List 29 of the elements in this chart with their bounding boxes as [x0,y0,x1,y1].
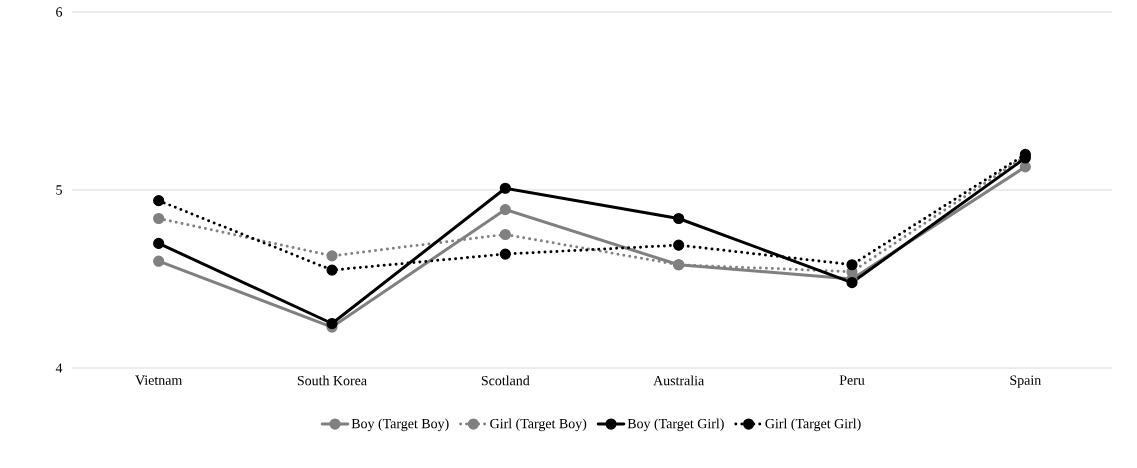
point [846,276,858,289]
legend-label: Girl (Target Boy) [490,418,587,432]
point [326,250,338,262]
point [499,182,511,194]
point [326,264,338,276]
point [673,212,685,225]
point [153,212,165,225]
x-tick-label: South Korea [297,375,367,386]
y-tick-label: 4 [55,363,63,373]
legend-label: Boy (Target Boy) [351,418,449,432]
x-tick-label: Spain [1010,375,1042,388]
legend-label: Girl (Target Girl) [765,418,861,432]
point [846,259,858,271]
point [673,239,685,251]
point [1019,161,1031,173]
point [153,237,165,249]
point [326,317,338,330]
point [499,228,511,241]
x-tick-label: Australia [653,375,705,386]
legend-label: Boy (Target Girl) [627,418,724,432]
point [153,255,165,267]
y-tick-label: 5 [56,185,62,195]
x-tick-label: Peru [839,375,865,385]
point [499,248,511,260]
point [499,204,511,216]
point [153,195,165,207]
y-tick-label: 6 [56,7,63,17]
x-tick-label: Vietnam [135,375,183,385]
x-tick-label: Scotland [481,375,530,386]
